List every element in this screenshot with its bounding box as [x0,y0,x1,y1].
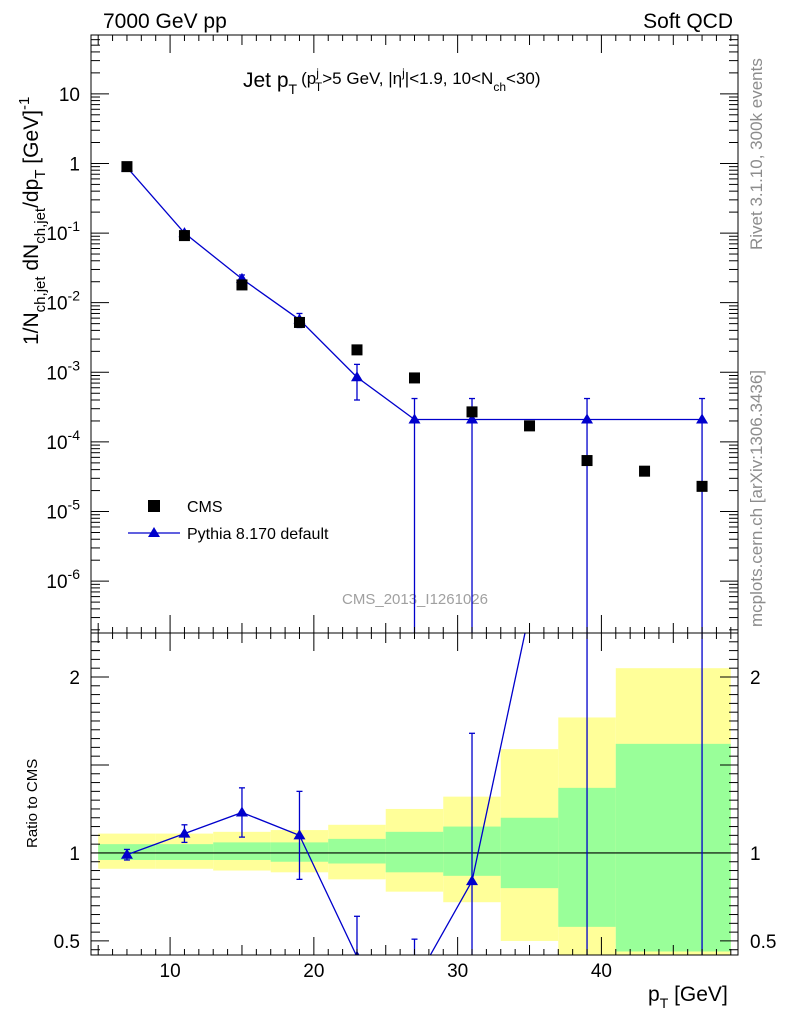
cms-point [351,344,363,356]
legend-mc-marker [148,527,160,537]
legend-mc-label: Pythia 8.170 default [187,526,329,543]
ratio-point [235,806,248,817]
x-tick-label: 40 [591,961,612,982]
ratio-y-tick-label-right: 1 [750,844,761,865]
ratio-y-tick-label: 1 [69,844,80,865]
mc-series-ratio [120,337,703,987]
cms-point [236,279,248,291]
ratio-line [126,633,526,955]
cms-point [581,455,593,467]
cms-point [696,480,708,492]
tick-labels: 10 20 30 40 10-6 10-5 10-4 10-3 10-2 10-1 1 10 0.5 0.… [46,85,776,982]
cms-point [121,161,133,173]
band-inner [385,831,444,873]
ratio-y-tick-label-right: 0.5 [750,932,776,953]
y-tick-label: 10-4 [46,427,80,454]
ratio-y-axis-label: Ratio to CMS [24,759,41,848]
cms-point [639,465,651,477]
top-y-axis-label: 1/Nch,jet dNch,jet/dpT [GeV]-1 [16,97,49,345]
ratio-y-tick-label: 2 [69,668,80,689]
cms-point [524,420,536,432]
cms-series-main [121,161,708,492]
x-axis-label: pT [GeV] [648,983,728,1011]
ratio-y-tick-label-right: 2 [750,668,761,689]
rivet-label: Rivet 3.1.10, 300k events [747,58,766,250]
header-right: Soft QCD [643,10,733,33]
y-tick-label: 10-2 [46,288,80,315]
legend: CMS Pythia 8.170 default [128,499,329,543]
mc-point [581,413,594,424]
cms-point [178,230,190,242]
band-inner [213,842,271,860]
ratio-point [120,848,133,859]
x-tick-label: 10 [160,961,181,982]
y-tick-label: 10-3 [46,357,80,384]
legend-cms-label: CMS [187,499,223,516]
cms-point [293,316,305,328]
mc-point [408,413,421,424]
legend-cms-marker [148,500,160,512]
band-inner [615,743,731,952]
mcplots-url-label: mcplots.cern.ch [arXiv:1306.3436] [747,370,766,627]
plot-title: Jet pT(pj T>5 GeV, |ηj|<1.9, 10<Nch<30) [243,66,541,97]
ratio-point [293,829,306,840]
ratio-point [466,875,479,886]
y-tick-label: 10-5 [46,497,80,524]
x-tick-label: 30 [447,961,468,982]
header-left: 7000 GeV pp [103,10,227,33]
y-tick-label: 1 [69,154,80,175]
y-tick-label: 10-6 [46,566,80,593]
ratio-point [581,337,593,347]
ratio-point [409,977,421,987]
y-tick-label: 10-1 [46,218,80,245]
x-tick-label: 20 [303,961,324,982]
y-tick-label: 10 [59,85,80,106]
axis-ticks [91,34,738,955]
cms-point [409,372,420,384]
ratio-y-tick-label: 0.5 [54,932,80,953]
band-inner [328,838,386,864]
mc-point [350,371,363,382]
cms-point [466,406,478,418]
ratio-point [178,827,191,838]
uncertainty-bands [98,668,731,955]
mc-series-main [120,161,709,633]
band-inner [155,844,214,860]
mc-point [696,413,709,424]
mc-point [466,413,479,424]
